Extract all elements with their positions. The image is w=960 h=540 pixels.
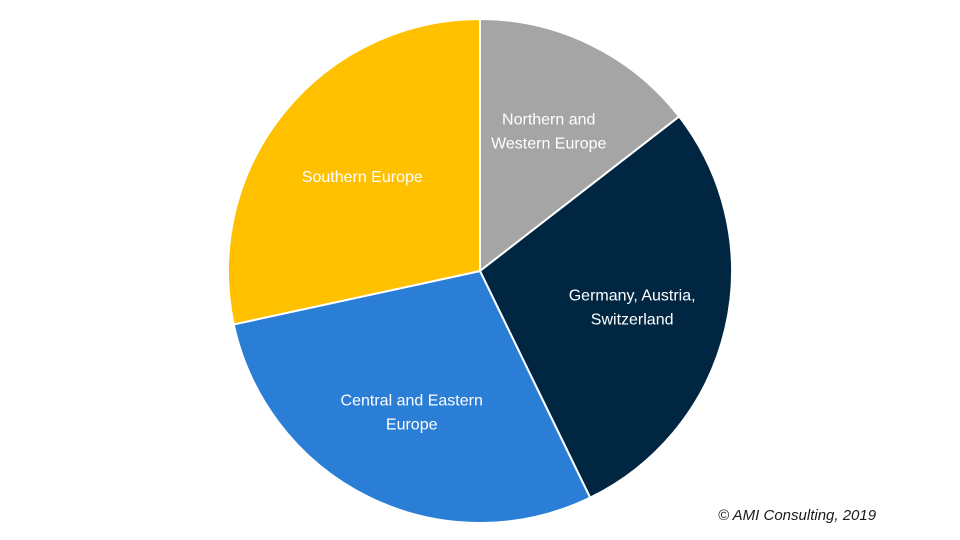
pie-slices: [227, 18, 733, 524]
copyright-credit: © AMI Consulting, 2019: [718, 507, 877, 524]
slice-label-germany-austria-switzerland: Germany, Austria, Switzerland: [569, 288, 696, 329]
slice-label-northern-and-western-europe: Northern and Western Europe: [491, 112, 606, 153]
slice-labels: Northern and Western Europe Germany, Austr…: [302, 112, 696, 434]
slice-label-southern-europe: Southern Europe: [302, 169, 423, 186]
pie-slice-germany-austria-switzerland: [479, 115, 733, 499]
pie-slice-central-and-eastern-europe: [232, 270, 592, 524]
pie-slice-southern-europe: [227, 18, 481, 326]
slice-label-central-and-eastern-europe: Central and Eastern Europe: [341, 393, 483, 434]
pie-slice-northern-and-western-europe: [479, 18, 681, 272]
